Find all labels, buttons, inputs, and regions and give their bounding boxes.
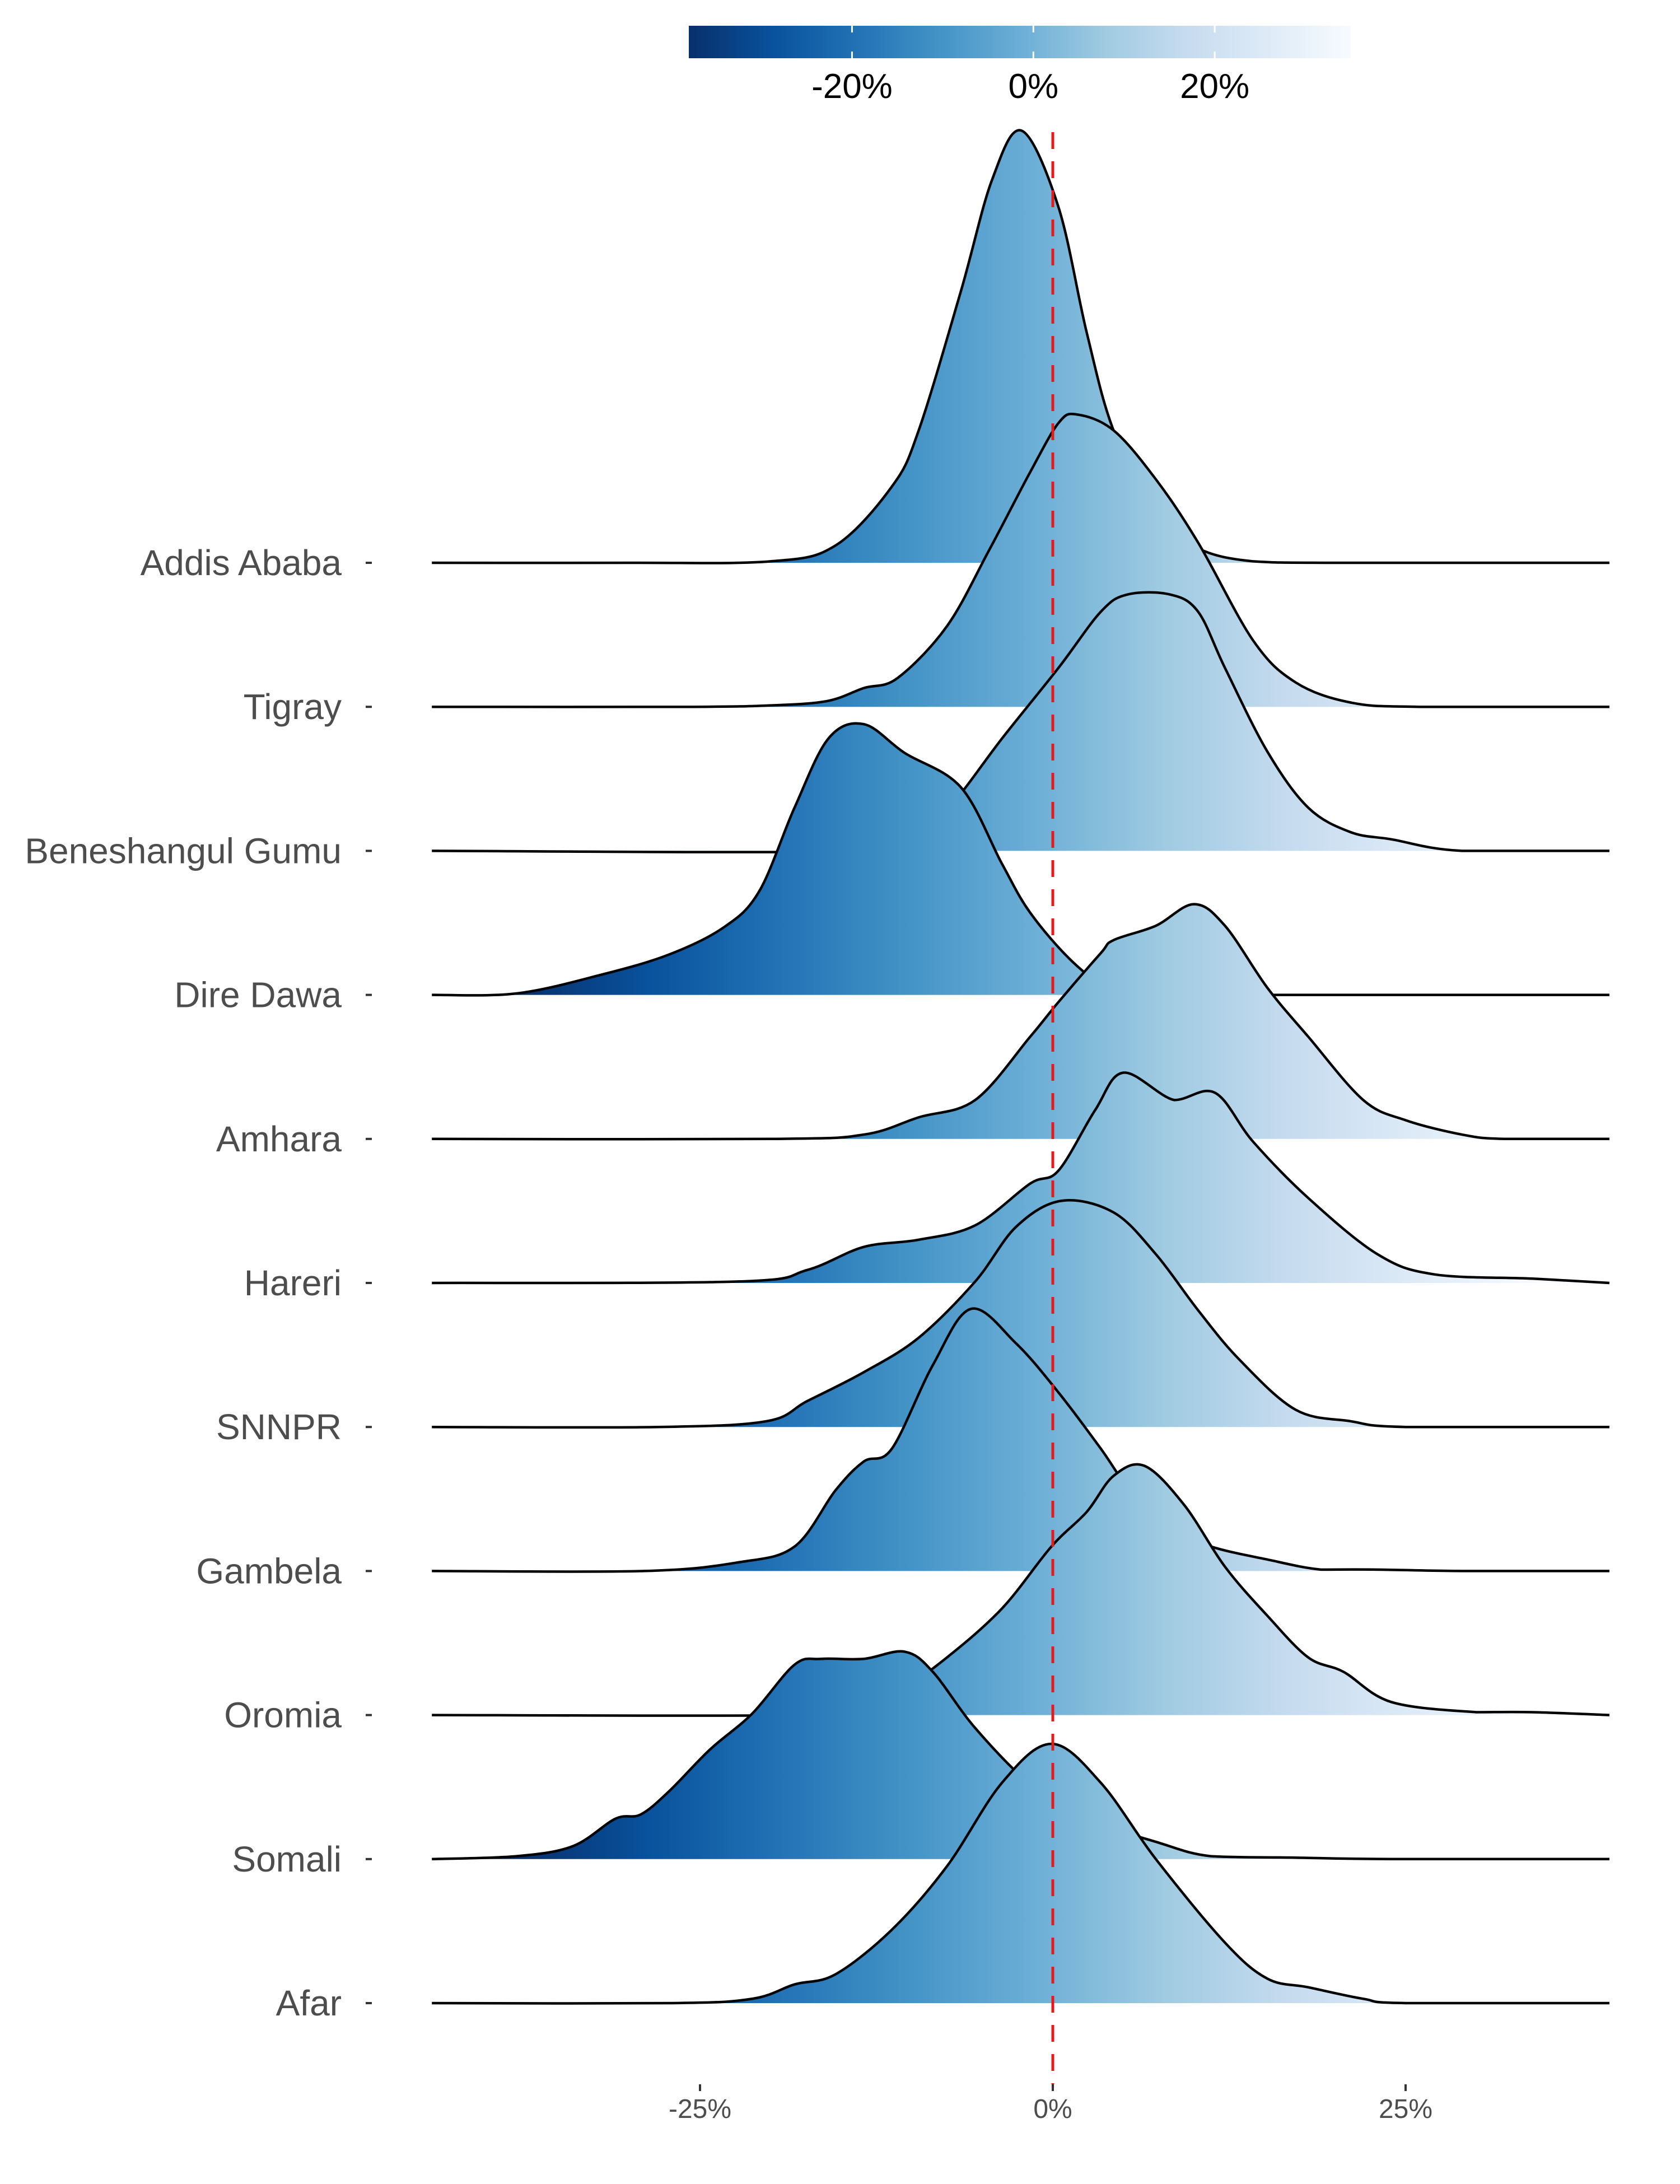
colorbar-ticks (851, 26, 1216, 58)
y-axis-labels: Addis Ababa Tigray Beneshangul Gumu Dire… (25, 543, 342, 2023)
ridge-outline (432, 412, 1609, 708)
colorbar (689, 26, 1351, 58)
ridge-gambela (432, 1307, 1610, 1573)
x-tick-label: -25% (669, 2094, 731, 2124)
colorbar-tick-label: -20% (811, 67, 893, 106)
y-tick-label: Gambela (196, 1551, 342, 1591)
ridge-area (432, 592, 1610, 852)
y-tick-label: Hareri (244, 1263, 342, 1303)
ridge-somali (432, 1650, 1610, 1861)
colorbar-legend: -20% 0% 20% (689, 26, 1351, 106)
colorbar-tick-label: 20% (1180, 67, 1249, 106)
ridge-snnpr (432, 1199, 1610, 1429)
ridge-area (432, 1464, 1610, 1716)
x-axis-labels: -25% 0% 25% (669, 2094, 1432, 2124)
ridge-outline (432, 1650, 1609, 1861)
x-tick-label: 25% (1379, 2094, 1432, 2124)
ridges (432, 129, 1610, 2005)
ridge-tigray (432, 412, 1610, 708)
ridge-outline (432, 1199, 1610, 1429)
ridge-area (432, 904, 1610, 1140)
y-tick-label: Oromia (224, 1695, 342, 1735)
y-axis-ticks (366, 562, 372, 2004)
ridge-area (432, 1308, 1610, 1572)
ridge-hareri (432, 1071, 1610, 1285)
ridge-area (432, 1651, 1610, 1859)
y-tick-label: Dire Dawa (174, 975, 342, 1015)
y-tick-label: Addis Ababa (141, 543, 342, 583)
ridge-outline (432, 1742, 1609, 2005)
x-tick-label: 0% (1033, 2094, 1072, 2124)
ridge-outline (432, 903, 1609, 1141)
ridge-afar (432, 1742, 1610, 2005)
ridge-area (432, 723, 1610, 996)
y-tick-label: Afar (276, 1983, 342, 2023)
x-axis-ticks (699, 2084, 1407, 2091)
ridge-outline (432, 129, 1609, 564)
y-tick-label: Tigray (244, 687, 342, 727)
y-tick-label: Amhara (216, 1119, 342, 1159)
colorbar-tick-label: 0% (1008, 67, 1058, 106)
ridge-area (432, 1744, 1610, 2004)
ridge-area (432, 1200, 1610, 1427)
colorbar-tick-labels: -20% 0% 20% (811, 67, 1249, 106)
y-tick-label: Beneshangul Gumu (25, 830, 342, 871)
ridge-area (432, 414, 1610, 707)
ridge-area (432, 1072, 1610, 1284)
ridge-addis-ababa (432, 129, 1610, 564)
y-tick-label: SNNPR (216, 1407, 342, 1447)
y-tick-label: Somali (232, 1839, 342, 1879)
ridge-outline (432, 1071, 1610, 1285)
ridge-area (432, 130, 1610, 563)
ridge-outline (432, 1307, 1609, 1573)
ridge-amhara (432, 903, 1610, 1141)
